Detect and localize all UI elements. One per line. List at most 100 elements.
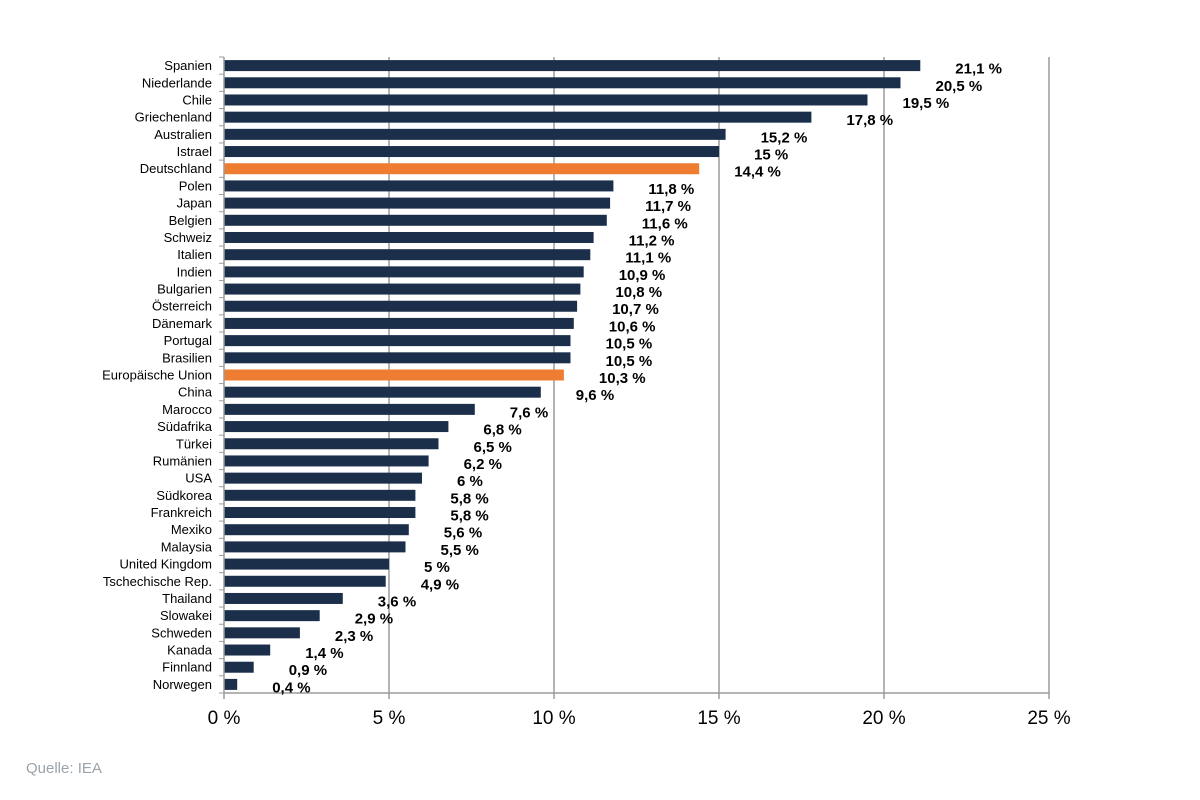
- category-label: Spanien: [164, 58, 212, 73]
- bar: [224, 214, 607, 226]
- category-label: Europäische Union: [102, 368, 212, 383]
- bar: [224, 455, 429, 467]
- category-label: Brasilien: [162, 350, 212, 365]
- category-label: USA: [185, 471, 212, 486]
- bar: [224, 661, 254, 673]
- bar: [224, 231, 594, 243]
- bar: [224, 352, 571, 364]
- value-label: 0,9 %: [289, 662, 327, 679]
- bar: [224, 300, 578, 312]
- bar: [224, 507, 416, 519]
- bar: [224, 111, 812, 123]
- value-label: 5,8 %: [450, 508, 488, 525]
- category-label: Kanada: [167, 643, 213, 658]
- value-label: 5,6 %: [444, 525, 482, 542]
- bar: [224, 610, 320, 622]
- value-label: 10,9 %: [619, 267, 666, 284]
- x-tick-label: 10 %: [532, 708, 575, 729]
- bar: [224, 180, 614, 192]
- value-label: 6 %: [457, 473, 483, 490]
- bar: [224, 627, 300, 639]
- value-label: 11,8 %: [648, 181, 694, 198]
- category-label: Dänemark: [152, 316, 212, 331]
- value-label: 0,4 %: [272, 679, 310, 696]
- value-label: 6,2 %: [464, 456, 502, 473]
- bar: [224, 94, 868, 106]
- bar: [224, 197, 611, 209]
- category-label: Südafrika: [157, 419, 213, 434]
- bar: [224, 163, 700, 175]
- bar: [224, 524, 409, 536]
- axes: [219, 56, 1050, 699]
- category-label: Thailand: [162, 591, 212, 606]
- value-label: 1,4 %: [305, 645, 343, 662]
- category-label: China: [178, 385, 213, 400]
- value-label: 6,5 %: [474, 439, 512, 456]
- category-label: Schweiz: [164, 230, 212, 245]
- value-label: 2,3 %: [335, 628, 373, 645]
- category-label: Japan: [177, 196, 212, 211]
- value-label: 10,7 %: [612, 301, 659, 318]
- category-label: Finnland: [162, 660, 212, 675]
- category-label: Chile: [182, 92, 212, 107]
- category-label: Norwegen: [153, 677, 212, 692]
- bar: [224, 575, 386, 587]
- value-label: 9,6 %: [576, 387, 614, 404]
- value-label: 7,6 %: [510, 404, 548, 421]
- category-label: Türkei: [176, 436, 212, 451]
- value-label: 2,9 %: [355, 611, 393, 628]
- category-label: Südkorea: [156, 488, 212, 503]
- category-label: Deutschland: [140, 161, 212, 176]
- value-label: 15,2 %: [761, 129, 808, 146]
- category-label: United Kingdom: [120, 557, 213, 572]
- bars: [224, 60, 921, 690]
- bar: [224, 128, 726, 140]
- x-tick-label: 20 %: [862, 708, 905, 729]
- bar: [224, 472, 422, 484]
- value-label: 11,2 %: [629, 232, 675, 249]
- category-label: Italien: [177, 247, 212, 262]
- bar: [224, 421, 449, 433]
- value-label: 3,6 %: [378, 593, 416, 610]
- value-label: 11,1 %: [625, 250, 671, 267]
- value-label: 20,5 %: [936, 78, 983, 95]
- value-label: 19,5 %: [903, 95, 950, 112]
- value-label: 21,1 %: [955, 61, 1002, 78]
- category-label: Slowakei: [160, 608, 212, 623]
- bar: [224, 386, 541, 398]
- category-label: Polen: [179, 178, 212, 193]
- bar: [224, 335, 571, 347]
- category-label: Schweden: [151, 625, 212, 640]
- category-label: Belgien: [169, 213, 212, 228]
- bar: [224, 249, 591, 261]
- x-tick-label: 15 %: [697, 708, 740, 729]
- bar: [224, 678, 238, 690]
- category-label: Tschechische Rep.: [103, 574, 212, 589]
- category-label: Niederlande: [142, 75, 212, 90]
- bar: [224, 283, 581, 295]
- value-label: 5 %: [424, 559, 450, 576]
- bar: [224, 558, 389, 570]
- bar: [224, 77, 901, 89]
- category-label: Griechenland: [135, 110, 212, 125]
- category-label: Bulgarien: [157, 282, 212, 297]
- value-label: 10,5 %: [606, 336, 653, 353]
- value-label: 11,6 %: [642, 215, 688, 232]
- category-label: Australien: [154, 127, 212, 142]
- bar: [224, 541, 406, 553]
- value-label: 5,5 %: [441, 542, 479, 559]
- x-tick-label: 0 %: [208, 708, 241, 729]
- value-label: 10,5 %: [606, 353, 653, 370]
- category-label: Mexiko: [171, 522, 212, 537]
- bar: [224, 489, 416, 501]
- bar: [224, 438, 439, 450]
- category-label: Indien: [177, 264, 212, 279]
- bar: [224, 146, 719, 158]
- category-label: Portugal: [164, 333, 213, 348]
- value-label: 5,8 %: [450, 490, 488, 507]
- x-tick-label: 5 %: [373, 708, 406, 729]
- value-label: 10,8 %: [615, 284, 662, 301]
- category-label: Malaysia: [161, 539, 213, 554]
- category-label: Frankreich: [151, 505, 212, 520]
